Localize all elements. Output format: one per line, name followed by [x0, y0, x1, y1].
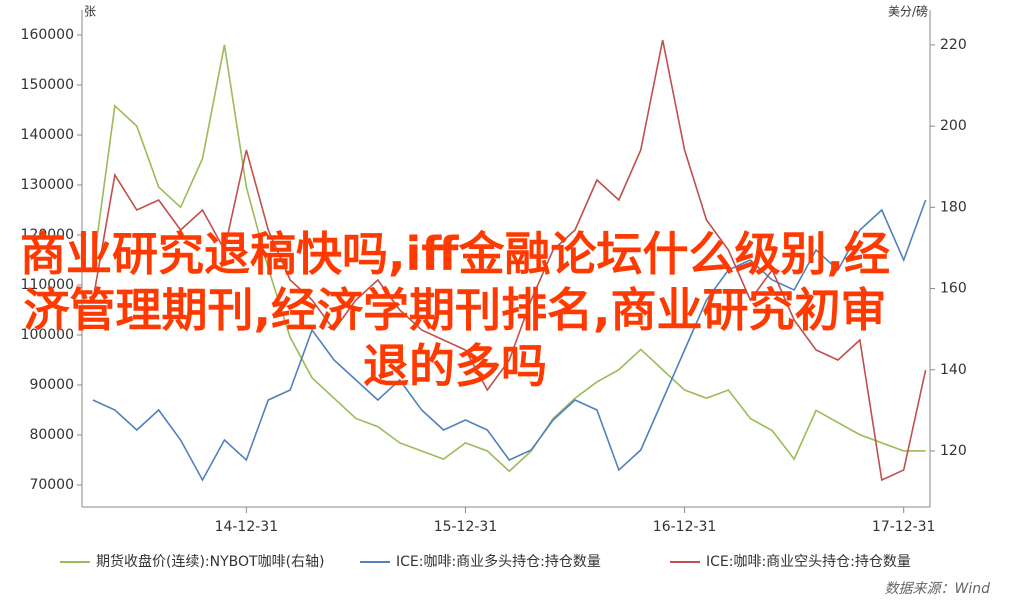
x-tick-label: 15-12-31	[434, 519, 498, 535]
y-tick-label: 80000	[29, 427, 74, 443]
y-tick-label: 130000	[21, 177, 74, 193]
series-line	[92, 44, 926, 473]
y2-axis-label: 美分/磅	[888, 4, 928, 19]
x-tick-label: 16-12-31	[653, 519, 717, 535]
y-axis-label: 张	[84, 5, 96, 19]
y-tick-label: 90000	[29, 377, 74, 393]
y2-tick-label: 180	[940, 199, 967, 215]
source: 数据来源：Wind	[885, 581, 991, 597]
y-tick-label: 150000	[21, 77, 74, 93]
x-tick-label: 17-12-31	[872, 519, 936, 535]
y-tick-label: 100000	[21, 327, 74, 343]
legend-label: ICE:咖啡:商业多头持仓:持仓数量	[396, 553, 601, 570]
y-tick-label: 160000	[21, 27, 74, 43]
y2-tick-label: 120	[940, 443, 967, 459]
series-line	[92, 39, 927, 482]
y2-tick-label: 200	[940, 118, 967, 134]
overlay-text: 商业研究退稿快吗,iff金融论坛什么级别,经济管理期刊,经济学期刊排名,商业研究…	[20, 227, 890, 393]
series-line	[92, 199, 927, 482]
y2-tick-label: 220	[940, 37, 967, 53]
y-tick-label: 70000	[29, 477, 74, 493]
y-tick-label: 140000	[21, 127, 74, 143]
y2-tick-label: 140	[940, 362, 967, 378]
y-tick-label: 120000	[21, 227, 74, 243]
legend-label: 期货收盘价(连续):NYBOT咖啡(右轴)	[96, 553, 325, 570]
x-tick-label: 14-12-31	[215, 519, 279, 535]
y2-tick-label: 160	[940, 281, 967, 297]
legend-label: ICE:咖啡:商业空头持仓:持仓数量	[706, 554, 911, 570]
y-tick-label: 110000	[21, 277, 74, 293]
